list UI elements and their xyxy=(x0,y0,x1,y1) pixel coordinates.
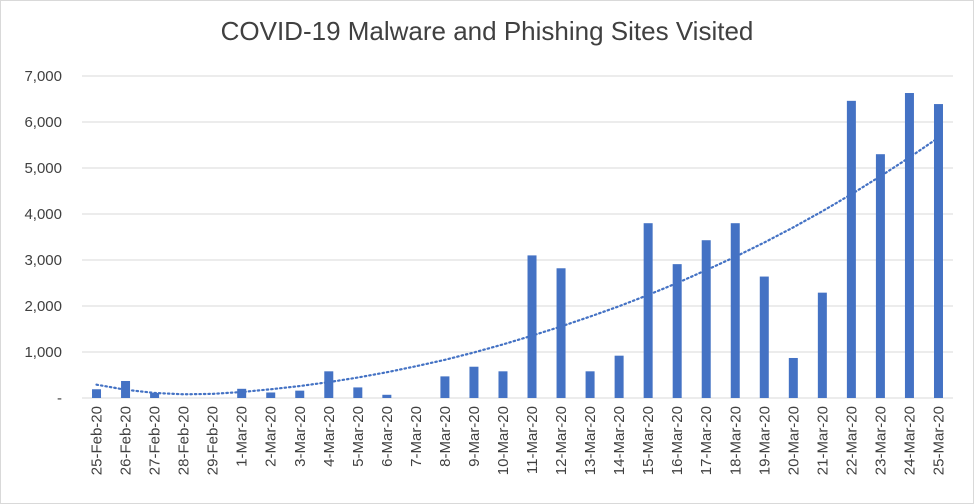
x-tick-label: 5-Mar-20 xyxy=(350,406,367,467)
bar xyxy=(759,276,769,398)
x-tick-label: 4-Mar-20 xyxy=(321,406,338,467)
bar-series xyxy=(92,93,943,399)
x-tick-label: 19-Mar-20 xyxy=(756,406,773,475)
x-tick-label: 28-Feb-20 xyxy=(176,406,193,475)
x-tick-label: 24-Mar-20 xyxy=(901,406,918,475)
y-axis-ticks: - 1,000 2,000 3,000 4,000 5,000 6,000 7,000 xyxy=(24,68,62,407)
trendline xyxy=(95,136,940,396)
x-tick-label: 27-Feb-20 xyxy=(147,406,164,475)
bar xyxy=(701,240,711,398)
bar xyxy=(382,394,392,398)
x-tick-label: 17-Mar-20 xyxy=(698,406,715,475)
x-tick-label: 14-Mar-20 xyxy=(611,406,628,475)
bar xyxy=(150,392,160,398)
bar xyxy=(92,389,102,398)
bar xyxy=(585,371,595,398)
bar xyxy=(846,100,856,398)
x-tick-label: 21-Mar-20 xyxy=(814,406,831,475)
y-tick-label: 1,000 xyxy=(24,344,62,361)
bar xyxy=(266,392,276,398)
bar xyxy=(875,154,885,398)
y-tick-label: 4,000 xyxy=(24,206,62,223)
bar xyxy=(556,268,566,398)
x-tick-label: 29-Feb-20 xyxy=(205,406,222,475)
y-tick-label: 7,000 xyxy=(24,68,62,85)
x-tick-label: 7-Mar-20 xyxy=(408,406,425,467)
bar xyxy=(730,223,740,398)
x-tick-label: 1-Mar-20 xyxy=(234,406,251,467)
bar xyxy=(672,264,682,398)
x-tick-label: 15-Mar-20 xyxy=(640,406,657,475)
bar xyxy=(933,104,943,398)
x-tick-label: 12-Mar-20 xyxy=(553,406,570,475)
y-tick-label: 5,000 xyxy=(24,160,62,177)
bar xyxy=(817,292,827,398)
x-tick-label: 8-Mar-20 xyxy=(437,406,454,467)
x-tick-label: 2-Mar-20 xyxy=(263,406,280,467)
x-tick-label: 22-Mar-20 xyxy=(843,406,860,475)
chart-title: COVID-19 Malware and Phishing Sites Visi… xyxy=(220,16,754,46)
bar xyxy=(498,371,508,398)
x-tick-label: 25-Feb-20 xyxy=(89,406,106,475)
y-tick-label: - xyxy=(57,390,62,407)
x-tick-label: 18-Mar-20 xyxy=(727,406,744,475)
bar xyxy=(353,387,363,398)
bar xyxy=(614,355,624,398)
bar xyxy=(643,223,653,398)
x-tick-label: 23-Mar-20 xyxy=(872,406,889,475)
y-tick-label: 3,000 xyxy=(24,252,62,269)
bar xyxy=(237,388,247,398)
bar xyxy=(904,93,914,399)
x-tick-label: 13-Mar-20 xyxy=(582,406,599,475)
bar xyxy=(469,366,479,398)
x-tick-label: 9-Mar-20 xyxy=(466,406,483,467)
x-tick-label: 3-Mar-20 xyxy=(292,406,309,467)
y-tick-label: 2,000 xyxy=(24,298,62,315)
x-tick-label: 26-Feb-20 xyxy=(118,406,135,475)
x-tick-label: 11-Mar-20 xyxy=(524,406,541,474)
bar xyxy=(788,357,798,398)
x-axis-ticks: 25-Feb-20 26-Feb-20 27-Feb-20 28-Feb-20 29-F… xyxy=(89,406,948,475)
bar xyxy=(295,390,305,398)
bar xyxy=(440,376,450,398)
x-tick-label: 16-Mar-20 xyxy=(669,406,686,475)
bar xyxy=(324,371,334,398)
trendline-path xyxy=(95,136,940,396)
y-tick-label: 6,000 xyxy=(24,114,62,131)
x-tick-label: 20-Mar-20 xyxy=(785,406,802,475)
x-tick-label: 25-Mar-20 xyxy=(930,406,947,475)
x-tick-label: 6-Mar-20 xyxy=(379,406,396,467)
x-tick-label: 10-Mar-20 xyxy=(495,406,512,475)
gridlines xyxy=(82,75,953,399)
bar xyxy=(527,255,537,398)
